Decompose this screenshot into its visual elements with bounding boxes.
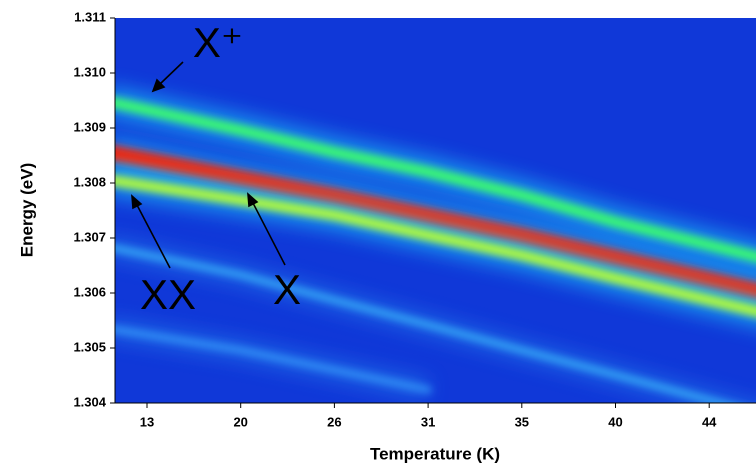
x-axis-label: Temperature (K): [370, 444, 500, 463]
arrows: [131, 61, 286, 269]
x-tick-label: 13: [140, 414, 154, 429]
line: [115, 175, 756, 317]
plot-area: [115, 18, 756, 403]
y-tick-label: 1.306: [73, 284, 106, 299]
x-tick-label: 44: [702, 414, 717, 429]
x-tick-label: 20: [233, 414, 247, 429]
line: [115, 97, 756, 263]
y-tick-label: 1.309: [73, 119, 106, 134]
line: [115, 244, 733, 403]
y-tick-label: 1.307: [73, 229, 106, 244]
x-tick-label: 31: [421, 414, 435, 429]
y-tick-label: 1.304: [73, 394, 106, 409]
y-tick-label: 1.311: [74, 9, 106, 24]
y-tick-label: 1.310: [73, 64, 106, 79]
line: [115, 145, 756, 300]
y-tick-label: 1.305: [73, 339, 106, 354]
y-tick-label: 1.308: [73, 174, 106, 189]
line: [115, 325, 432, 394]
annotation: X: [273, 266, 301, 313]
annotation: XX: [140, 271, 196, 318]
y-axis-label: Energy (eV): [17, 163, 36, 257]
x-tick-label: 26: [327, 414, 341, 429]
x-tick-label: 40: [608, 414, 622, 429]
x-tick-label: 35: [515, 414, 529, 429]
annotation: X⁺: [193, 19, 243, 66]
